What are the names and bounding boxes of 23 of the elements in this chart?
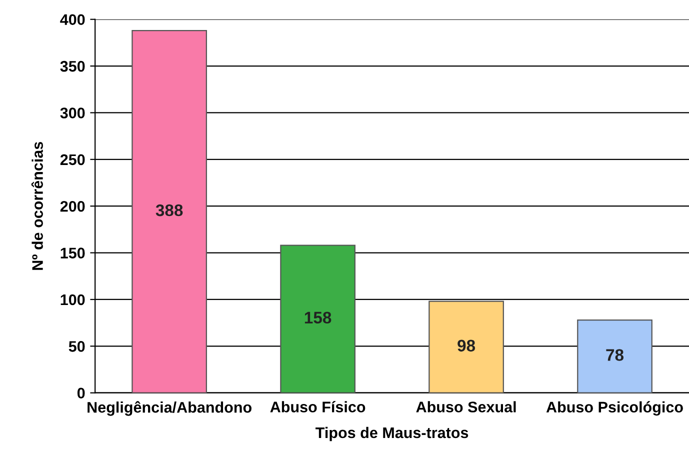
bar — [428, 300, 504, 393]
y-tick-label: 400 — [60, 14, 85, 26]
bar — [577, 319, 652, 393]
data-label: 158 — [304, 312, 332, 324]
y-axis-title: Nº de ocorrências — [31, 142, 43, 270]
x-tick-label: Abuso Físico — [270, 401, 366, 412]
x-tick-label: Abuso Sexual — [416, 401, 516, 412]
x-tick-label: Negligência/Abandono — [88, 401, 252, 416]
x-axis-title: Tipos de Maus-tratos — [316, 426, 468, 442]
data-label: 388 — [156, 204, 183, 216]
y-tick-label: 50 — [68, 341, 85, 352]
data-label: 78 — [606, 349, 624, 361]
data-label: 98 — [458, 340, 476, 352]
bar — [280, 244, 356, 393]
y-tick-label: 0 — [77, 388, 85, 399]
y-tick-label: 300 — [60, 108, 85, 118]
y-tick-label: 150 — [60, 248, 85, 258]
y-tick-label: 200 — [60, 200, 85, 212]
y-tick-label: 250 — [60, 154, 85, 166]
y-tick-label: 350 — [60, 60, 85, 72]
bar — [132, 30, 207, 393]
y-tick-label: 100 — [60, 294, 85, 306]
x-tick-label: Abuso Psicológico — [546, 401, 683, 416]
